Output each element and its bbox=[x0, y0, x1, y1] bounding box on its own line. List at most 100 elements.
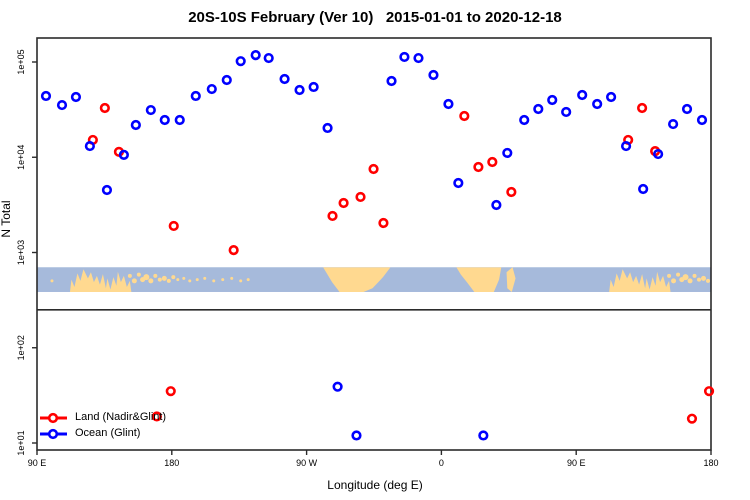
ocean-point bbox=[668, 118, 679, 130]
x-tick-label: 0 bbox=[439, 458, 444, 468]
land-point bbox=[473, 161, 484, 173]
map-land-australia bbox=[69, 269, 132, 292]
x-tick-label: 90 E bbox=[567, 458, 586, 468]
ocean-point bbox=[130, 119, 141, 131]
ocean-point bbox=[696, 114, 708, 126]
ocean-point bbox=[399, 51, 410, 63]
ocean-point bbox=[561, 106, 572, 118]
map-island-dot bbox=[706, 278, 711, 283]
ocean-point bbox=[250, 50, 261, 61]
legend-marker-ocean bbox=[47, 428, 59, 440]
ocean-point bbox=[681, 103, 693, 115]
land-point bbox=[151, 411, 162, 422]
map-island-dot bbox=[212, 279, 216, 283]
map-island-dot bbox=[230, 276, 234, 280]
map-land-madagascar bbox=[506, 267, 516, 292]
x-axis-label: Longitude (deg E) bbox=[327, 478, 423, 492]
ocean-point bbox=[620, 140, 632, 152]
map-island-dot bbox=[676, 272, 681, 277]
ocean-point bbox=[443, 98, 454, 110]
x-tick-label: 180 bbox=[703, 458, 718, 468]
ocean-point bbox=[101, 184, 113, 196]
legend-label-ocean: Ocean (Glint) bbox=[75, 427, 141, 439]
ocean-point bbox=[174, 114, 185, 126]
map-island-dot bbox=[157, 277, 162, 282]
ocean-point bbox=[519, 114, 530, 126]
ocean-point bbox=[84, 140, 95, 152]
ocean-point bbox=[605, 91, 617, 103]
map-island-dot bbox=[697, 277, 702, 282]
ocean-point bbox=[118, 149, 129, 160]
y-tick-label: 1e+03 bbox=[16, 240, 26, 265]
map-island-dot bbox=[221, 278, 225, 282]
legend-label-land: Land (Nadir&Glint) bbox=[75, 411, 167, 423]
land-point bbox=[99, 102, 110, 114]
y-tick-label: 1e+04 bbox=[16, 145, 26, 170]
ocean-point bbox=[351, 430, 362, 441]
map-island-dot bbox=[246, 278, 250, 282]
map-land-australia bbox=[609, 269, 671, 292]
y-tick-label: 1e+02 bbox=[16, 335, 26, 360]
map-island-dot bbox=[50, 279, 54, 283]
chart-title: 20S-10S February (Ver 10) 2015-01-01 to … bbox=[188, 9, 562, 26]
map-land-africa bbox=[456, 267, 502, 292]
ocean-point bbox=[190, 90, 201, 102]
map-island-dot bbox=[188, 279, 192, 283]
ocean-point bbox=[428, 69, 439, 81]
map-island-dot bbox=[161, 275, 167, 281]
ocean-point bbox=[502, 147, 513, 159]
map-island-dot bbox=[153, 273, 158, 278]
map-island-dot bbox=[671, 278, 677, 284]
ocean-point bbox=[70, 91, 82, 103]
map-island-dot bbox=[143, 274, 150, 281]
land-point bbox=[686, 413, 698, 424]
map-island-dot bbox=[701, 275, 707, 281]
ocean-point bbox=[533, 103, 544, 115]
map-island-dot bbox=[148, 278, 154, 284]
y-tick-label: 1e+01 bbox=[16, 430, 26, 455]
land-point bbox=[703, 386, 715, 397]
ocean-point bbox=[322, 122, 333, 134]
land-point bbox=[368, 163, 379, 175]
ocean-point bbox=[478, 430, 489, 441]
ocean-point bbox=[235, 56, 246, 67]
ocean-point bbox=[263, 52, 274, 64]
land-point bbox=[327, 210, 338, 222]
land-point bbox=[637, 102, 648, 114]
ocean-point bbox=[221, 74, 232, 86]
ocean-point bbox=[547, 94, 558, 106]
land-point bbox=[378, 217, 389, 229]
map-island-dot bbox=[687, 278, 693, 284]
ocean-point bbox=[592, 98, 603, 110]
ocean-point bbox=[206, 83, 217, 95]
map-island-dot bbox=[176, 278, 180, 282]
ocean-point bbox=[279, 73, 290, 85]
ocean-point bbox=[638, 183, 649, 195]
ocean-point bbox=[653, 148, 664, 160]
y-axis-label: N Total bbox=[0, 200, 13, 238]
land-point bbox=[487, 156, 498, 168]
ocean-point bbox=[491, 199, 502, 211]
land-point bbox=[355, 191, 366, 203]
ocean-point bbox=[453, 177, 464, 189]
map-island-dot bbox=[682, 274, 689, 281]
map-island-dot bbox=[195, 278, 199, 282]
plot-border bbox=[36, 37, 712, 451]
map-island-dot bbox=[127, 273, 132, 278]
ocean-point bbox=[386, 75, 397, 87]
map-island-dot bbox=[667, 273, 672, 278]
x-tick-label: 90 E bbox=[28, 458, 47, 468]
ocean-point bbox=[145, 104, 156, 116]
map-island-dot bbox=[203, 276, 207, 280]
ocean-point bbox=[294, 84, 305, 96]
ocean-point bbox=[308, 81, 319, 93]
land-point bbox=[459, 110, 470, 122]
legend-marker-land bbox=[47, 412, 59, 424]
ocean-point bbox=[332, 381, 343, 392]
land-point bbox=[506, 186, 517, 198]
land-point bbox=[228, 244, 239, 256]
map-land-south-america bbox=[323, 267, 391, 292]
map-island-dot bbox=[692, 273, 697, 278]
